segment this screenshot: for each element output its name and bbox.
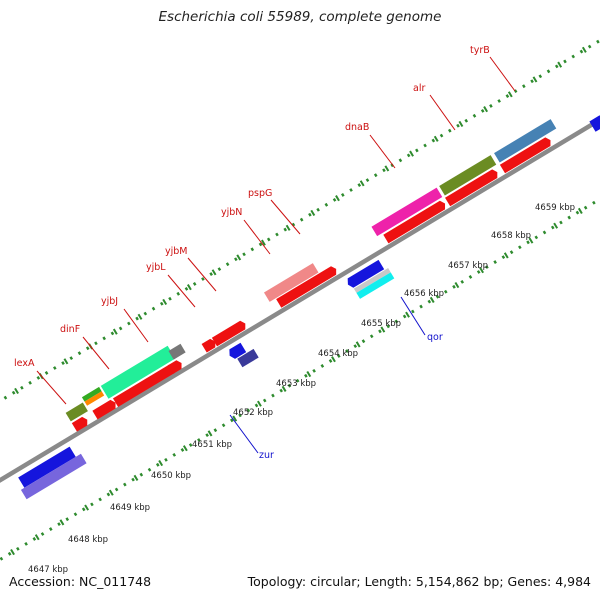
- feature-box-dnaB-pink[interactable]: [371, 187, 443, 237]
- gene-label-zur[interactable]: zur: [259, 450, 274, 461]
- gene-label-dinF[interactable]: dinF: [60, 324, 80, 335]
- cds-arrow-yjbL[interactable]: [167, 359, 184, 374]
- cds-arrow-lexA[interactable]: [71, 415, 90, 432]
- cds-arrow-dinF[interactable]: [92, 398, 118, 420]
- cds-arrow-yjbM-b[interactable]: [211, 319, 248, 347]
- kbp-label: 4650 kbp: [151, 471, 191, 481]
- feature-box-zur[interactable]: [237, 348, 259, 368]
- leader-line-tyrB: [489, 56, 516, 92]
- cds-arrow-yjbM-a[interactable]: [201, 337, 218, 353]
- leader-line-dinF: [82, 336, 110, 370]
- genome-backbone: [0, 81, 600, 519]
- feature-box-qor-lightgray[interactable]: [353, 268, 391, 293]
- cds-arrow-zur[interactable]: [227, 342, 247, 361]
- gene-label-yjbL[interactable]: yjbL: [146, 262, 166, 273]
- cds-arrow-far-right[interactable]: [589, 115, 600, 132]
- accession-label: Accession: NC_011748: [9, 574, 152, 589]
- kbp-label: 4648 kbp: [68, 535, 108, 545]
- leader-line-qor: [400, 296, 426, 336]
- kbp-label: 4653 kbp: [276, 379, 316, 389]
- leader-line-yjbM: [187, 257, 217, 292]
- gene-label-yjbN[interactable]: yjbN: [221, 207, 242, 218]
- cds-arrow-tyrB[interactable]: [499, 136, 553, 174]
- gene-label-leaders: [36, 56, 516, 454]
- gene-label-lexA[interactable]: lexA: [14, 358, 35, 369]
- gene-label-tyrB[interactable]: tyrB: [470, 45, 490, 56]
- cds-arrow-pspG[interactable]: [316, 265, 338, 284]
- feature-box-alr-olive[interactable]: [439, 155, 497, 196]
- leader-line-lexA: [36, 370, 67, 405]
- leader-line-yjbL: [167, 274, 196, 308]
- leader-line-zur: [229, 414, 259, 454]
- leader-line-yjbN: [243, 219, 271, 255]
- cds-arrow-dnaB[interactable]: [383, 199, 447, 244]
- gene-label-pspG[interactable]: pspG: [248, 188, 272, 199]
- leader-line-pspG: [270, 199, 301, 235]
- gene-label-dnaB[interactable]: dnaB: [345, 122, 369, 133]
- map-title: Escherichia coli 55989, complete genome: [158, 9, 442, 25]
- genome-info-label: Topology: circular; Length: 5,154,862 bp…: [247, 574, 591, 589]
- kbp-label: 4654 kbp: [318, 349, 358, 359]
- gene-label-yjbJ[interactable]: yjbJ: [101, 296, 118, 307]
- gene-features: [18, 115, 600, 500]
- kbp-label: 4656 kbp: [404, 289, 444, 299]
- feature-box-dinF-orange[interactable]: [84, 391, 105, 406]
- plus-strand-tick-track: [3, 39, 600, 400]
- feature-box-lexA-olive[interactable]: [65, 402, 88, 422]
- kbp-label: 4651 kbp: [192, 440, 232, 450]
- gene-label-yjbM[interactable]: yjbM: [165, 246, 188, 257]
- kbp-label: 4658 kbp: [491, 231, 531, 241]
- gene-label-qor[interactable]: qor: [427, 332, 443, 343]
- kbp-label: 4649 kbp: [110, 503, 150, 513]
- cds-arrow-qor[interactable]: [345, 259, 385, 290]
- leader-line-yjbJ: [123, 308, 149, 343]
- leader-line-dnaB: [369, 134, 396, 169]
- leader-line-alr: [429, 94, 456, 131]
- gene-labels: lexA dinF yjbJ yjbL yjbM yjbN pspG dnaB alr tyrB z…: [14, 45, 490, 461]
- kbp-scale-labels: 4647 kbp 4648 kbp 4649 kbp 4650 kbp 4651 kbp…: [28, 203, 575, 575]
- cds-arrow-yjbN[interactable]: [276, 273, 324, 308]
- minus-strand-tick-track: [0, 200, 596, 561]
- feature-box-yjbJ-gray[interactable]: [168, 343, 186, 360]
- kbp-label: 4652 kbp: [233, 408, 273, 418]
- gene-label-alr[interactable]: alr: [413, 83, 425, 94]
- feature-box-minus-left[interactable]: [20, 453, 87, 500]
- cds-arrow-minus-left[interactable]: [18, 446, 76, 488]
- kbp-label: 4657 kbp: [448, 261, 488, 271]
- feature-box-dinF-green[interactable]: [81, 386, 102, 402]
- feature-box-tyrB-steelblue[interactable]: [494, 119, 557, 163]
- cds-arrow-yjbJ[interactable]: [112, 363, 177, 407]
- feature-box-yjbJ-aquamarine[interactable]: [100, 345, 176, 399]
- kbp-label: 4647 kbp: [28, 565, 68, 575]
- feature-box-qor-cyan[interactable]: [356, 272, 395, 299]
- feature-box-pspG-salmon[interactable]: [263, 263, 319, 302]
- cds-arrow-alr[interactable]: [445, 168, 500, 207]
- kbp-label: 4655 kbp: [361, 319, 401, 329]
- kbp-label: 4659 kbp: [535, 203, 575, 213]
